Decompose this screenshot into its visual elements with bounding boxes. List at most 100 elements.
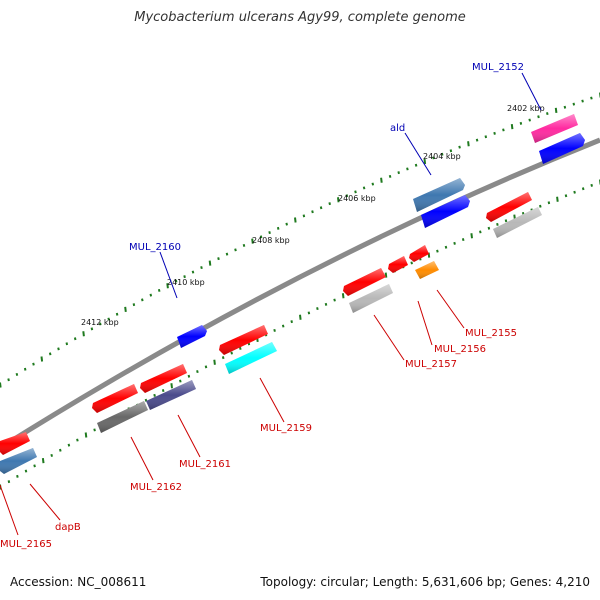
- inner-ruler-tick: [59, 448, 62, 452]
- outer-ruler-tick: [458, 145, 461, 149]
- label-MUL_2159[interactable]: MUL_2159: [260, 423, 312, 434]
- ruler-label-2408: 2408 kbp: [252, 236, 290, 245]
- outer-ruler-tick: [191, 270, 195, 274]
- outer-ruler-tick: [48, 352, 52, 356]
- gene-MUL_2155[interactable]: [415, 261, 439, 279]
- gene-MUL_2159[interactable]: [225, 342, 277, 374]
- outer-ruler-tick: [328, 202, 331, 206]
- page-title: Mycobacterium ulcerans Agy99, complete g…: [134, 10, 466, 25]
- outer-ruler-tick: [362, 186, 366, 190]
- outer-ruler-tick: [406, 167, 409, 171]
- inner-ruler-tick: [461, 238, 465, 242]
- gene-MUL_2161[interactable]: [146, 380, 196, 410]
- outer-ruler-tick: [285, 222, 288, 226]
- outer-ruler-tick: [563, 105, 567, 109]
- outer-ruler-tick: [217, 257, 220, 261]
- label-MUL_2165[interactable]: MUL_2165: [0, 539, 52, 550]
- label-MUL_2155[interactable]: MUL_2155: [465, 328, 517, 339]
- inner-ruler-tick: [16, 474, 19, 478]
- label-MUL_2152[interactable]: MUL_2152: [472, 62, 524, 73]
- outer-ruler-tick: [294, 217, 297, 223]
- label-leaders: [0, 72, 542, 536]
- outer-ruler-tick: [259, 235, 263, 239]
- outer-ruler-tick: [502, 128, 505, 132]
- outer-ruler-tick: [157, 288, 161, 292]
- outer-ruler-tick: [32, 362, 35, 366]
- outer-ruler-tick: [467, 141, 470, 147]
- outer-ruler-tick: [572, 102, 576, 106]
- forward-genes: [177, 114, 585, 348]
- inner-ruler-tick: [281, 324, 285, 328]
- gene-blue-ald[interactable]: [421, 195, 470, 228]
- outer-ruler-tick: [354, 190, 357, 194]
- inner-ruler-tick: [333, 298, 336, 302]
- inner-ruler-tick: [307, 311, 311, 315]
- gene-MUL_2152[interactable]: [531, 114, 578, 143]
- gene-red-c[interactable]: [219, 325, 268, 355]
- inner-ruler-tick: [444, 245, 448, 249]
- accession-text: Accession: NC_008611: [10, 575, 147, 589]
- inner-ruler-tick: [504, 219, 508, 223]
- outer-ruler-tick: [493, 131, 496, 135]
- gene-gray-2157[interactable]: [349, 284, 393, 313]
- gene-red-b[interactable]: [388, 256, 408, 273]
- label-MUL_2162[interactable]: MUL_2162: [130, 482, 182, 493]
- ruler-label-2404: 2404 kbp: [423, 152, 461, 161]
- inner-ruler-tick: [204, 365, 208, 369]
- outer-ruler-tick: [276, 226, 280, 230]
- inner-ruler-tick: [290, 320, 293, 324]
- gene-ald[interactable]: [413, 178, 465, 212]
- inner-ruler-tick: [384, 272, 388, 278]
- inner-ruler-tick: [453, 241, 456, 245]
- outer-ruler-tick: [302, 214, 306, 218]
- label-ald[interactable]: ald: [390, 123, 405, 134]
- outer-ruler-tick: [208, 260, 212, 266]
- outer-ruler-tick: [268, 231, 271, 235]
- gene-red-d[interactable]: [140, 364, 187, 393]
- label-MUL_2157[interactable]: MUL_2157: [405, 359, 457, 370]
- gene-MUL_2157[interactable]: [343, 268, 386, 296]
- gene-dapB[interactable]: [0, 448, 37, 474]
- outer-ruler-tick: [388, 174, 392, 178]
- outer-ruler-tick: [519, 121, 523, 125]
- outer-ruler-tick: [234, 248, 237, 252]
- gene-dapB-red[interactable]: [0, 432, 30, 455]
- gene-gray-a[interactable]: [493, 207, 542, 238]
- inner-ruler-tick: [581, 187, 585, 191]
- gene-MUL_2162[interactable]: [97, 401, 148, 433]
- outer-ruler-tick: [99, 322, 102, 326]
- label-MUL_2160[interactable]: MUL_2160: [129, 242, 181, 253]
- gene-red-a[interactable]: [486, 192, 532, 222]
- outer-ruler-tick: [251, 238, 254, 244]
- ruler-label-2412: 2412 kbp: [81, 318, 119, 327]
- outer-ruler-tick: [345, 194, 349, 198]
- genome-backbone: [0, 137, 600, 451]
- label-MUL_2156[interactable]: MUL_2156: [434, 344, 486, 355]
- outer-ruler-tick: [484, 135, 488, 139]
- inner-ruler-tick: [7, 480, 11, 484]
- outer-ruler-tick: [440, 152, 444, 156]
- inner-ruler-tick: [187, 374, 191, 378]
- inner-ruler-tick: [67, 443, 71, 447]
- label-MUL_2161[interactable]: MUL_2161: [179, 459, 231, 470]
- outer-ruler-tick: [414, 163, 418, 167]
- inner-ruler-tick: [590, 183, 593, 187]
- inner-ruler-tick: [487, 226, 491, 230]
- gene-MUL_2156[interactable]: [409, 245, 429, 262]
- gene-red-e[interactable]: [92, 384, 138, 413]
- outer-ruler-tick: [183, 275, 186, 279]
- inner-ruler-tick: [239, 346, 242, 350]
- outer-ruler-tick: [0, 382, 2, 388]
- outer-ruler-tick: [397, 171, 400, 175]
- gene-blue-2152[interactable]: [539, 133, 585, 164]
- gene-MUL_2160[interactable]: [177, 325, 207, 348]
- outer-ruler-tick: [590, 96, 593, 100]
- inner-ruler-tick: [341, 293, 345, 299]
- inner-ruler-tick: [84, 432, 88, 438]
- inner-ruler-tick: [479, 230, 482, 234]
- label-dapB[interactable]: dapB: [55, 522, 81, 533]
- genome-summary-text: Topology: circular; Length: 5,631,606 bp…: [260, 575, 590, 589]
- outer-ruler-tick: [132, 303, 136, 307]
- outer-ruler-tick: [90, 327, 94, 331]
